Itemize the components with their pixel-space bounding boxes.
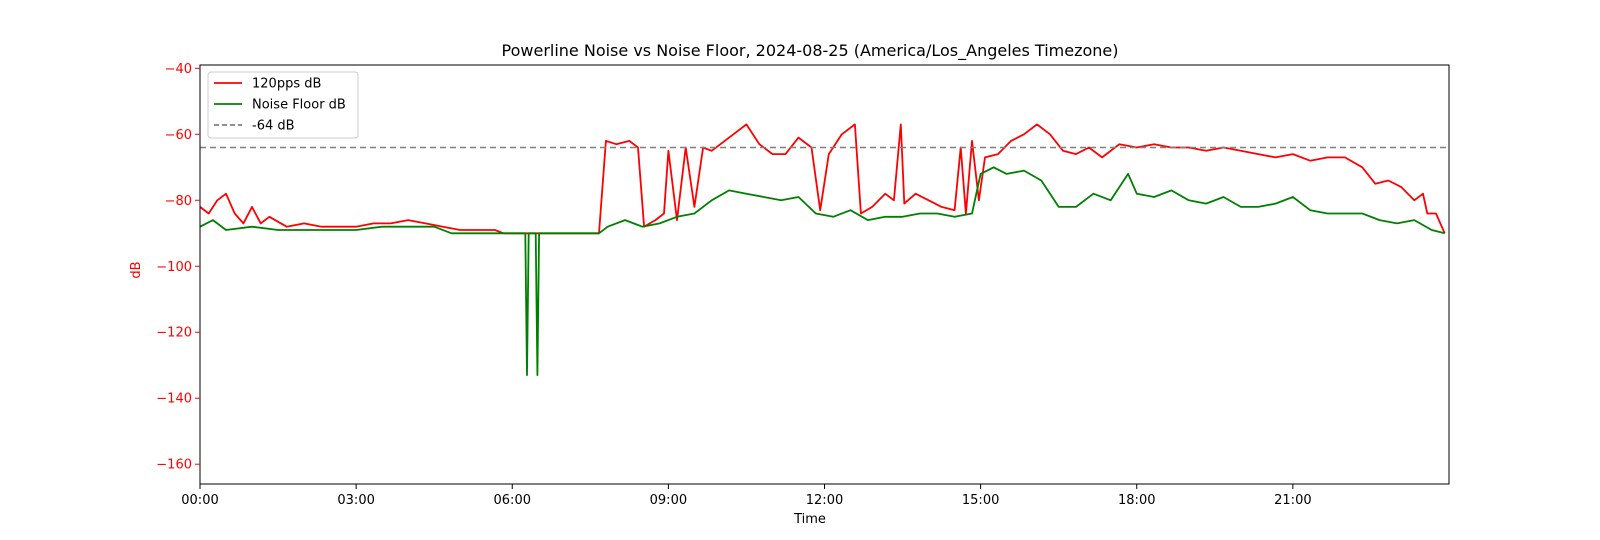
series-line-0	[199, 123, 1446, 235]
x-tick-label: 06:00	[494, 493, 531, 508]
x-tick-label: 00:00	[181, 493, 218, 508]
y-tick-label: −80	[165, 194, 192, 209]
x-tick-label: 09:00	[650, 493, 687, 508]
series-line-1	[199, 166, 1445, 376]
plot-frame	[199, 64, 1450, 485]
x-tick-label: 18:00	[1118, 493, 1155, 508]
legend-label-1: Noise Floor dB	[252, 98, 346, 113]
chart-title: Powerline Noise vs Noise Floor, 2024-08-…	[502, 41, 1119, 61]
y-tick-label: −40	[165, 62, 192, 77]
legend-box	[207, 71, 359, 139]
plot-area: −40 −60 −80 −100 −120 −140 −160 00:00 03:00 06:00…	[156, 62, 1450, 508]
legend-label-2: -64 dB	[252, 119, 295, 134]
y-tick-label: −100	[156, 260, 192, 275]
x-axis-label: Time	[793, 512, 826, 527]
y-tick-label: −60	[165, 128, 192, 143]
y-axis-label: dB	[129, 261, 144, 278]
y-tick-label: −120	[156, 326, 192, 341]
legend: 120pps dB Noise Floor dB -64 dB	[207, 71, 359, 139]
x-tick-label: 03:00	[337, 493, 374, 508]
y-tick-label: −140	[156, 392, 192, 407]
x-tick-label: 21:00	[1274, 493, 1311, 508]
x-tick-label: 15:00	[962, 493, 999, 508]
y-tick-label: −160	[156, 458, 192, 473]
legend-label-0: 120pps dB	[252, 77, 321, 92]
x-tick-label: 12:00	[806, 493, 843, 508]
